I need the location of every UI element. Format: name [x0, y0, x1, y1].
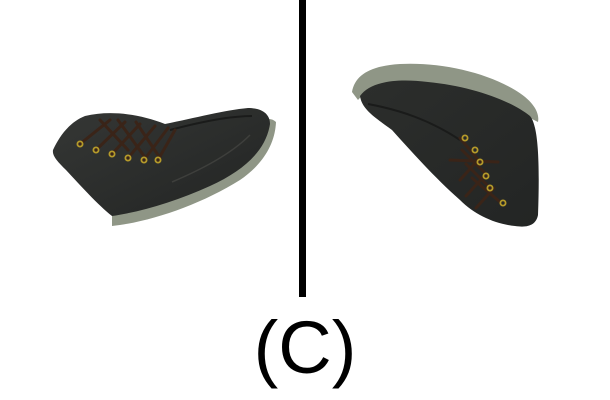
figure-caption: (C): [253, 306, 357, 389]
left-image-panel: [0, 0, 300, 300]
boot-left-icon: [52, 108, 276, 226]
boot-right-icon: [352, 63, 539, 227]
divider-line: [299, 0, 306, 297]
right-image-panel: [310, 0, 610, 300]
